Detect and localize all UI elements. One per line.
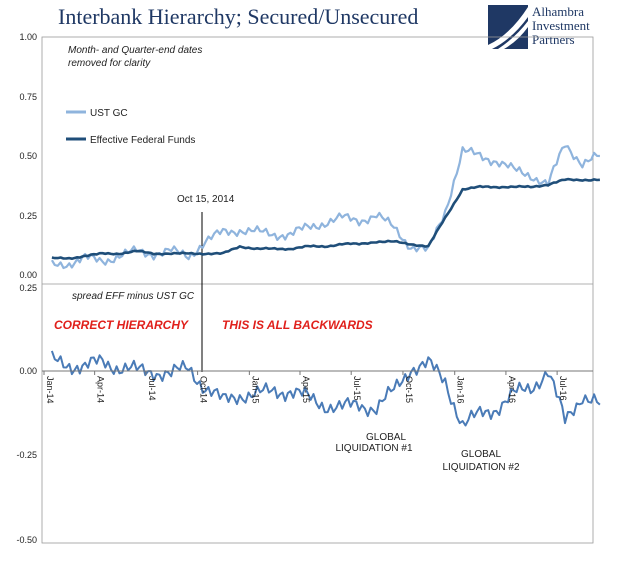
x-tick-label-10: Apr-16 xyxy=(507,376,517,403)
x-tick-label-2: Apr-14 xyxy=(96,376,106,403)
page-title: Interbank Hierarchy; Secured/Unsecured xyxy=(58,4,419,29)
x-tick-label-8: Oct-15 xyxy=(404,376,414,403)
top-ytick-2: 0.75 xyxy=(19,92,37,102)
chart-frame xyxy=(41,36,594,544)
bottom-ytick-4: -0.50 xyxy=(16,535,37,545)
x-tick-label-11: Jul-16 xyxy=(558,376,568,401)
x-tick-label-6: Apr-15 xyxy=(301,376,311,403)
alhambra-logo-icon xyxy=(488,5,528,49)
legend-label-eff: Effective Federal Funds xyxy=(90,135,195,146)
liquidation-1-line-1: GLOBAL xyxy=(366,432,406,443)
series-line-eff xyxy=(51,177,600,260)
top-note-line-1: Month- and Quarter-end dates xyxy=(68,45,202,56)
x-tick-label-3: Jul-14 xyxy=(147,376,157,401)
logo-line-3: Partners xyxy=(532,32,575,47)
liquidation-2-line-2: LIQUIDATION #2 xyxy=(442,462,519,473)
correct-hierarchy-label: CORRECT HIERARCHY xyxy=(54,318,189,332)
logo: Alhambra Investment Partners xyxy=(488,5,618,49)
x-tick-label-9: Jan-16 xyxy=(456,376,466,404)
series-line-ust-gc xyxy=(50,145,600,270)
bottom-ytick-3: -0.25 xyxy=(16,450,37,460)
liquidation-1-line-2: LIQUIDATION #1 xyxy=(335,443,412,454)
bottom-note: spread EFF minus UST GC xyxy=(72,291,195,302)
bottom-ytick-2: 0.00 xyxy=(19,366,37,376)
event-label: Oct 15, 2014 xyxy=(177,194,235,205)
top-ytick-1: 1.00 xyxy=(19,32,37,42)
backwards-label: THIS IS ALL BACKWARDS xyxy=(222,318,373,332)
x-tick-label-1: Jan-14 xyxy=(45,376,55,404)
top-ytick-3: 0.50 xyxy=(19,151,37,161)
top-ytick-5: 0.00 xyxy=(19,270,37,280)
series-line-spread xyxy=(50,350,601,427)
top-ytick-4: 0.25 xyxy=(19,211,37,221)
x-tick-label-4: Oct-14 xyxy=(199,376,209,403)
bottom-ytick-1: 0.25 xyxy=(19,283,37,293)
top-note-line-2: removed for clarity xyxy=(68,58,151,69)
liquidation-2-line-1: GLOBAL xyxy=(461,449,501,460)
logo-line-2: Investment xyxy=(532,18,590,33)
legend-label-ust-gc: UST GC xyxy=(90,108,128,119)
logo-line-1: Alhambra xyxy=(532,4,584,19)
x-tick-labels: Jan-14 Apr-14 Jul-14 Oct-14 Jan-15 Apr-15 Jul-… xyxy=(43,371,568,404)
x-tick-label-7: Jul-15 xyxy=(352,376,362,401)
x-tick-label-5: Jan-15 xyxy=(250,376,260,404)
